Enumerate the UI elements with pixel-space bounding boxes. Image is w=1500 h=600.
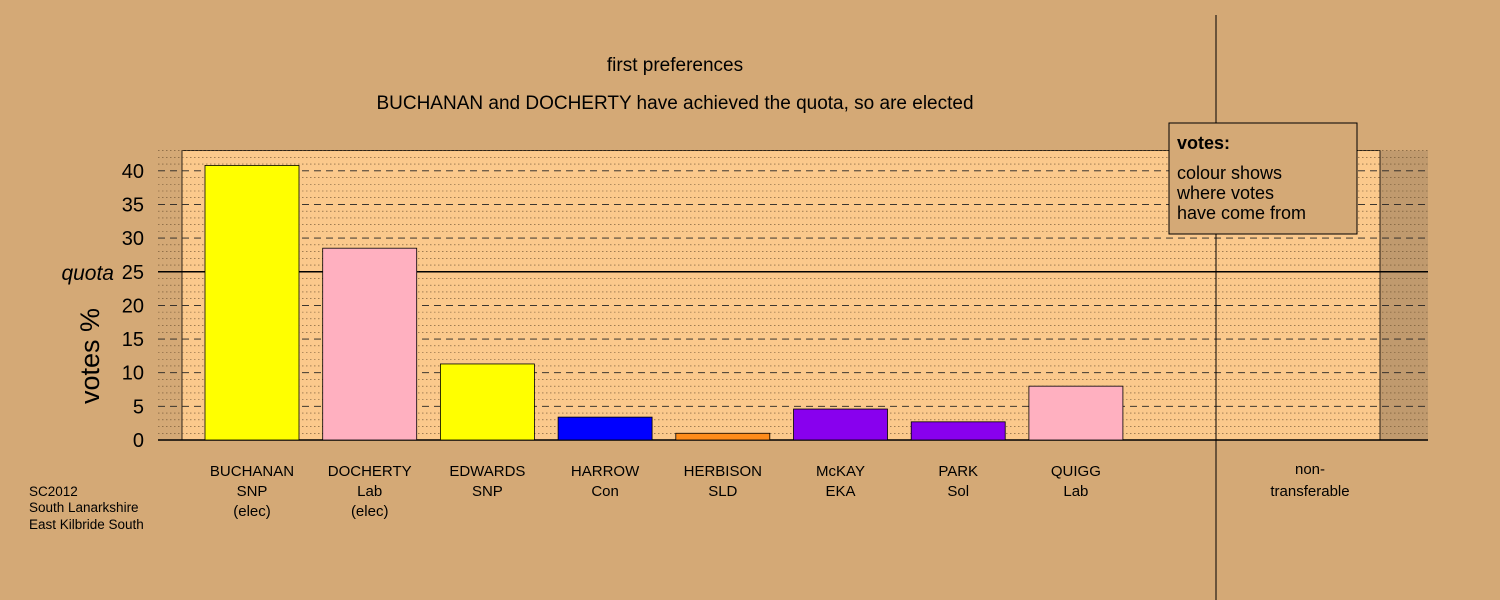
y-tick-label: 10 [122, 363, 144, 385]
y-tick-label: 30 [122, 228, 144, 250]
candidate-name: QUIGG [1051, 463, 1101, 480]
chart-title: first preferences [607, 55, 743, 76]
candidate-status: (elec) [233, 503, 271, 520]
y-tick-label: 15 [122, 329, 144, 351]
y-tick-label: 20 [122, 295, 144, 317]
non-transferable-label: non- [1295, 461, 1325, 478]
legend-title: votes: [1177, 133, 1230, 153]
y-tick-label: 5 [133, 396, 144, 418]
bar-mckay [793, 408, 888, 441]
bar-quigg [1028, 385, 1124, 441]
non-transferable-label: transferable [1270, 483, 1349, 500]
bar-harrow [557, 416, 653, 441]
candidate-name: PARK [938, 463, 978, 480]
y-tick-label: 35 [122, 194, 144, 216]
quota-label: quota [61, 262, 114, 285]
candidate-name: McKAY [816, 463, 865, 480]
y-tick-label: 25 [122, 262, 144, 284]
bar-edwards [439, 363, 535, 441]
footer-line-2: South Lanarkshire [29, 500, 139, 515]
footer-line-1: SC2012 [29, 484, 78, 499]
chart-subtitle: BUCHANAN and DOCHERTY have achieved the … [376, 93, 973, 114]
candidate-name: HERBISON [684, 463, 762, 480]
y-tick-label: 40 [122, 161, 144, 183]
candidate-party: SNP [472, 483, 503, 500]
bar-docherty [322, 247, 418, 441]
footer-caption: SC2012 South Lanarkshire East Kilbride S… [29, 484, 144, 532]
legend-line-2: where votes [1176, 183, 1274, 203]
legend-line-3: have come from [1177, 203, 1306, 223]
y-tick-label: 0 [133, 430, 144, 452]
bar-buchanan [204, 165, 300, 441]
y-axis: 0 5 10 15 20 25 30 35 40 [122, 161, 144, 452]
candidate-party: Con [591, 483, 619, 500]
x-axis-labels: BUCHANAN SNP (elec) DOCHERTY Lab (elec) EDWARD… [210, 461, 1350, 520]
candidate-name: BUCHANAN [210, 463, 294, 480]
candidate-name: DOCHERTY [328, 463, 412, 480]
candidate-party: Sol [947, 483, 969, 500]
legend-box: votes: colour shows where votes have com… [1168, 122, 1358, 235]
candidate-party: EKA [825, 483, 855, 500]
candidate-party: SNP [237, 483, 268, 500]
candidate-party: Lab [357, 483, 382, 500]
bar-park [910, 421, 1006, 441]
y-axis-label: votes % [75, 308, 105, 404]
bar-herbison [675, 432, 771, 441]
bars [204, 165, 1124, 441]
candidate-name: HARROW [571, 463, 640, 480]
candidate-party: Lab [1063, 483, 1088, 500]
candidate-status: (elec) [351, 503, 389, 520]
footer-line-3: East Kilbride South [29, 517, 144, 532]
legend-line-1: colour shows [1177, 163, 1282, 183]
candidate-name: EDWARDS [449, 463, 525, 480]
candidate-party: SLD [708, 483, 737, 500]
